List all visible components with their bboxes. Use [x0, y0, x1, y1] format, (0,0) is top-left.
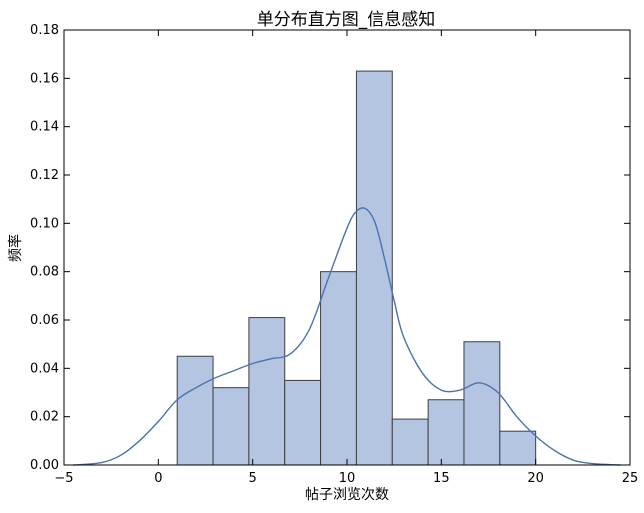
x-tick-label: 5 [249, 471, 257, 486]
y-tick-label: 0.14 [30, 120, 59, 135]
histogram-bar-7 [391, 418, 429, 466]
histogram-bar-10 [499, 430, 537, 466]
x-tick-label: 15 [433, 471, 450, 486]
histogram-bar-2 [212, 387, 250, 466]
y-tick-label: 0.08 [30, 265, 59, 280]
x-axis-ticks: −5 0 5 10 15 20 25 [54, 30, 638, 486]
histogram-bar-9 [463, 341, 501, 466]
y-tick-label: 0.18 [30, 23, 59, 38]
y-tick-label: 0.12 [30, 168, 59, 183]
x-tick-label: 20 [527, 471, 544, 486]
x-tick-label: 0 [154, 471, 162, 486]
y-tick-label: 0.04 [30, 361, 59, 376]
x-tick-label: 10 [339, 471, 356, 486]
y-tick-label: 0.06 [30, 313, 59, 328]
y-axis-label: 频率 [7, 234, 24, 262]
kde-density-curve [73, 207, 621, 466]
x-axis-label: 帖子浏览次数 [305, 487, 389, 503]
y-tick-label: 0.10 [30, 216, 59, 231]
y-axis-ticks: 0.00 0.02 0.04 0.06 0.08 0.10 0.12 0.14 0.16 0.18 [30, 23, 630, 473]
x-tick-label: 25 [622, 471, 639, 486]
y-tick-label: 0.16 [30, 71, 59, 86]
histogram-bar-3 [248, 317, 286, 466]
histogram-bar-4 [284, 379, 322, 466]
y-tick-label: 0.02 [30, 410, 59, 425]
histogram-bar-1 [176, 355, 214, 466]
histogram-bar-8 [427, 399, 465, 466]
y-tick-label: 0.00 [30, 458, 59, 473]
histogram-bar-5 [320, 271, 357, 466]
chart-title: 单分布直方图_信息感知 [257, 10, 436, 30]
x-tick-label: −5 [54, 471, 73, 486]
histogram-bars [176, 70, 537, 466]
